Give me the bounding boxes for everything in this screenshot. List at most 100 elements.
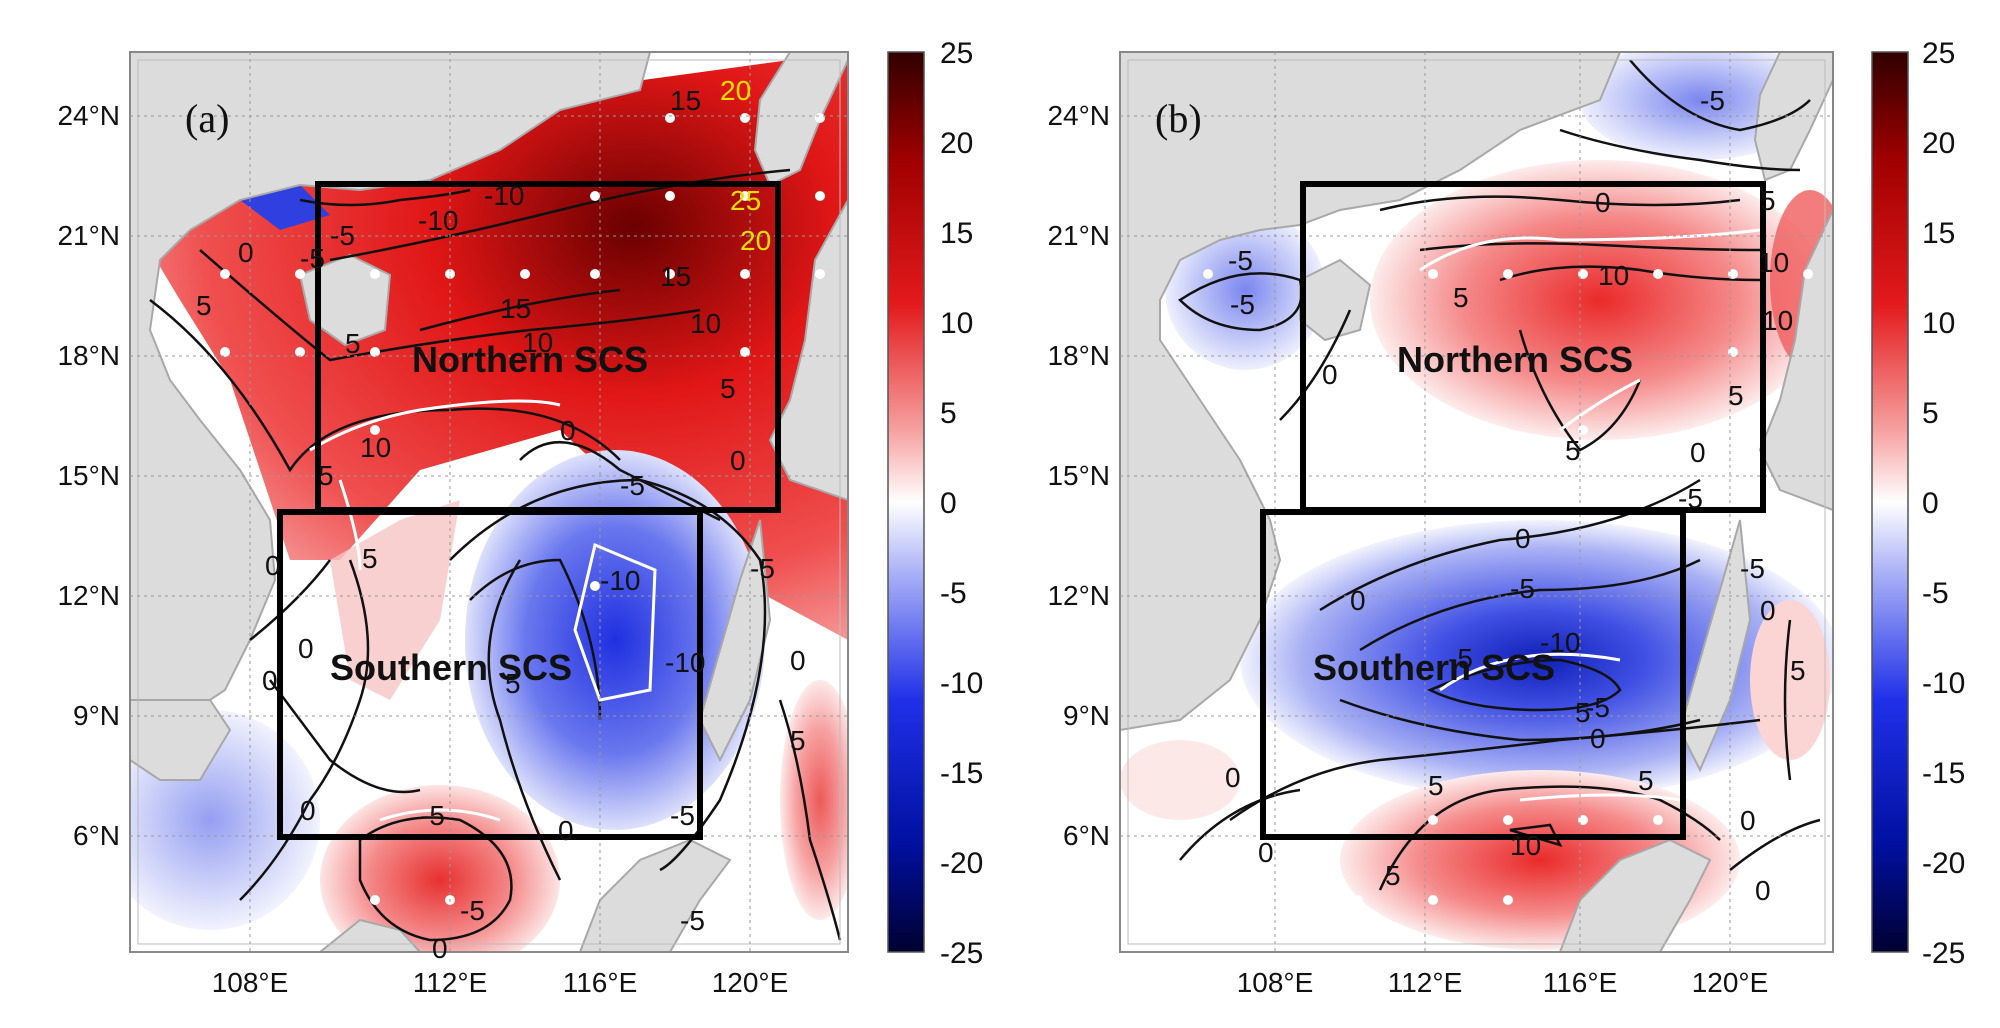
colorbar-tick: -25 — [1922, 937, 1965, 970]
panel-b-southern-box — [1260, 509, 1686, 840]
contour-label: 5 — [1638, 765, 1654, 796]
panel-a-contour-10b — [419, 288, 621, 332]
station-dot — [740, 113, 750, 123]
panel-a-x-ticks: 108°E 112°E 116°E 120°E — [212, 967, 789, 998]
colorbar-tick: 20 — [1922, 127, 1955, 160]
station-dot — [665, 113, 675, 123]
panel-a-contour-labels: 20 15 25 20 -10 -10 -5 -5 0 15 15 10 10 … — [196, 75, 806, 964]
panel-a-land-borneo — [578, 838, 732, 952]
panel-b-contour-0-n — [1379, 195, 1741, 212]
contour-label: 0 — [558, 815, 574, 846]
colorbar-tick: 5 — [1922, 397, 1939, 430]
panel-b-positive-far-east — [1750, 600, 1830, 760]
contour-label: -5 — [1510, 573, 1535, 604]
panel-b-contour-5-mid — [1518, 329, 1642, 452]
panel-b-contour-0-s — [1319, 478, 1701, 612]
colorbar-tick: -5 — [940, 577, 967, 610]
contour-label: 0 — [1258, 837, 1274, 868]
station-dot — [665, 191, 675, 201]
panel-a-contour-neg10 — [299, 188, 471, 207]
panel-a-grid — [130, 52, 848, 952]
x-tick: 116°E — [1543, 967, 1618, 998]
station-dot — [740, 269, 750, 279]
panel-a-stations — [220, 113, 825, 905]
y-tick: 15°N — [57, 460, 120, 491]
contour-label: -5 — [460, 895, 485, 926]
panel-b-land-palawan — [1678, 519, 1752, 773]
panel-b-grid — [1120, 52, 1833, 952]
contour-label: 5 — [1428, 770, 1444, 801]
panel-a-southern-label: Southern SCS — [330, 647, 572, 688]
station-dot — [815, 113, 825, 123]
panel-a-y-ticks: 24°N 21°N 18°N 15°N 12°N 9°N 6°N — [57, 100, 120, 851]
station-dot — [590, 191, 600, 201]
contour-label: -5 — [330, 220, 355, 251]
panel-a-contour-0b — [487, 559, 562, 881]
station-dot — [370, 895, 380, 905]
contour-label: 10 — [1510, 830, 1541, 861]
contour-label: -5 — [1228, 245, 1253, 276]
panel-a-map — [130, 52, 848, 952]
contour-label: -5 — [680, 905, 705, 936]
panel-a: Northern SCS Southern SCS (a) 20 15 25 2… — [57, 37, 983, 998]
station-dot — [590, 581, 600, 591]
y-tick: 15°N — [1047, 460, 1110, 491]
contour-label: 15 — [660, 261, 691, 292]
x-tick: 120°E — [1692, 967, 1769, 998]
contour-label: -5 — [1230, 289, 1255, 320]
contour-label: 0 — [790, 645, 806, 676]
contour-label: 10 — [1762, 305, 1793, 336]
station-dot — [1503, 269, 1513, 279]
panel-b-positive-anomaly — [1370, 160, 1830, 440]
panel-b-contour-neg5-w — [1178, 272, 1303, 332]
colorbar-tick: -20 — [940, 847, 983, 880]
colorbar-tick: 20 — [940, 127, 973, 160]
station-dot — [220, 269, 230, 279]
contour-label: 10 — [522, 327, 553, 358]
colorbar-tick: 15 — [940, 217, 973, 250]
y-tick: 21°N — [57, 220, 120, 251]
y-tick: 6°N — [73, 820, 120, 851]
x-tick: 108°E — [212, 967, 289, 998]
contour-label: -5 — [420, 800, 445, 831]
contour-label: 0 — [1755, 875, 1771, 906]
contour-label: -5 — [300, 243, 325, 274]
y-tick: 24°N — [57, 100, 120, 131]
station-dot — [815, 269, 825, 279]
station-dot — [740, 191, 750, 201]
colorbar-tick: 25 — [1922, 37, 1955, 70]
contour-label: 5 — [362, 543, 378, 574]
panel-a-contour-white-2 — [573, 542, 657, 702]
x-tick: 108°E — [1237, 967, 1314, 998]
panel-a-southern-box — [277, 509, 703, 840]
panel-a-contour-0c — [268, 679, 421, 794]
panel-b-contour-white-3 — [1439, 652, 1621, 692]
contour-label: 0 — [300, 795, 316, 826]
contour-label: 20 — [720, 75, 751, 106]
station-dot — [665, 269, 675, 279]
station-dot — [740, 347, 750, 357]
panel-a-northern-label: Northern SCS — [412, 339, 648, 380]
panel-b-white-contours — [1419, 228, 1761, 802]
panel-a-contours — [149, 168, 842, 942]
station-dot — [1503, 815, 1513, 825]
x-tick: 112°E — [1388, 967, 1463, 998]
contour-label: -5 — [1585, 692, 1610, 723]
panel-b-contour-neg5-b — [1339, 698, 1701, 742]
station-dot — [590, 269, 600, 279]
contour-label: 0 — [1322, 359, 1338, 390]
contour-label: 0 — [1690, 437, 1706, 468]
panel-b-contours — [1178, 59, 1821, 891]
panel-a-contour-white-3 — [379, 808, 501, 822]
contour-label: 15 — [500, 293, 531, 324]
contour-label: 10 — [1598, 260, 1629, 291]
contour-label: 5 — [1760, 185, 1776, 216]
panel-b-contour-0-ne — [1559, 128, 1801, 172]
panel-a-contour-5b — [239, 559, 370, 901]
colorbar-tick: -10 — [1922, 667, 1965, 700]
panel-b-land-mainland — [1120, 52, 1622, 732]
y-tick: 6°N — [1063, 820, 1110, 851]
panel-b-contour-labels: 0 -5 5 -5 10 10 10 5 0 5 5 0 -5 0 -5 0 -… — [1225, 85, 1806, 906]
panel-a-frame — [129, 51, 849, 953]
